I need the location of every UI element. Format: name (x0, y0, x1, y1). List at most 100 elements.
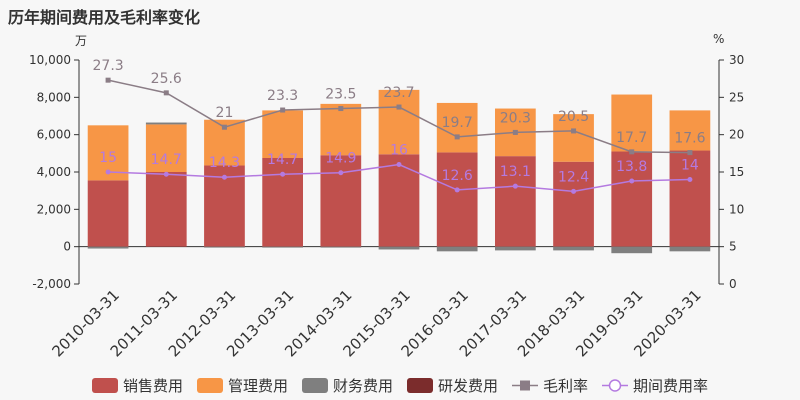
point-period_rate (629, 178, 635, 184)
data-label-gross_margin: 23.5 (325, 87, 356, 103)
data-label-gross_margin: 20.5 (558, 109, 589, 125)
data-label-gross_margin: 19.7 (442, 115, 473, 131)
left-axis-tick-label: 8,000 (37, 90, 71, 104)
point-gross_margin (280, 107, 286, 113)
legend-line-marker (512, 380, 539, 391)
left-axis-tick-label: 4,000 (37, 165, 71, 179)
left-axis-tick-label: 0 (63, 240, 71, 254)
right-axis-tick-label: 15 (729, 165, 744, 179)
right-axis-unit: % (713, 32, 725, 46)
bar-finance (87, 246, 129, 249)
chart-title: 历年期间费用及毛利率变化 (8, 8, 201, 27)
point-gross_margin (512, 129, 518, 135)
data-label-period_rate: 13.1 (500, 164, 531, 180)
bar-admin (553, 114, 594, 162)
bar-admin (378, 89, 420, 155)
bar-sales (611, 151, 653, 247)
legend-label: 毛利率 (543, 377, 589, 395)
right-axis-tick-label: 0 (729, 277, 737, 291)
legend-label: 研发费用 (438, 377, 499, 395)
point-period_rate (396, 162, 402, 168)
legend-item-rnd[interactable]: 研发费用 (407, 375, 498, 396)
legend-item-gross_margin[interactable]: 毛利率 (512, 375, 588, 396)
data-label-period_rate: 14.7 (151, 152, 182, 168)
point-period_rate (221, 174, 227, 180)
bar-admin (320, 103, 362, 156)
point-gross_margin (571, 128, 577, 134)
left-axis-tick-label: -2,000 (32, 277, 71, 291)
bar-sales (436, 152, 478, 247)
data-label-period_rate: 15 (99, 150, 117, 166)
bar-finance (436, 246, 478, 252)
data-label-period_rate: 14.9 (325, 151, 356, 167)
legend-label: 财务费用 (332, 377, 393, 395)
bar-sales (495, 156, 536, 247)
legend-swatch (301, 378, 328, 393)
bar-finance (669, 246, 711, 252)
point-period_rate (163, 171, 169, 177)
legend-label: 销售费用 (122, 377, 183, 395)
bar-sales (378, 154, 420, 247)
left-axis-tick-label: 2,000 (37, 202, 71, 216)
data-label-period_rate: 13.8 (616, 159, 647, 175)
point-gross_margin (221, 124, 227, 130)
legend-line-marker (602, 379, 629, 392)
bar-sales (669, 150, 711, 247)
point-period_rate (105, 169, 111, 175)
data-label-gross_margin: 27.3 (93, 58, 124, 74)
bar-admin (262, 110, 303, 158)
bar-admin (669, 110, 711, 151)
point-gross_margin (454, 134, 460, 140)
point-gross_margin (396, 104, 402, 110)
point-period_rate (338, 170, 344, 176)
bar-admin (611, 94, 653, 152)
bar-admin (145, 124, 187, 172)
bar-sales (320, 155, 362, 247)
point-period_rate (571, 188, 577, 194)
data-label-period_rate: 14 (681, 157, 699, 173)
legend-label: 管理费用 (227, 377, 288, 395)
bar-finance (495, 246, 536, 251)
bar-finance (262, 246, 303, 248)
right-axis-tick-label: 30 (729, 53, 744, 67)
bar-finance (611, 246, 653, 254)
point-period_rate (687, 176, 693, 182)
bar-finance (145, 122, 187, 125)
left-axis-tick-label: 10,000 (29, 53, 71, 67)
bar-sales (87, 180, 129, 247)
data-label-gross_margin: 23.7 (383, 85, 414, 101)
bar-finance (204, 246, 245, 248)
bar-sales (262, 158, 303, 247)
right-axis-tick-label: 5 (729, 240, 737, 254)
chart-plot: -2,000 0 2,000 4,000 6,000 8,000 10,000 0 5 10 15 2… (29, 53, 744, 360)
point-gross_margin (105, 77, 111, 83)
legend-swatch (407, 378, 433, 393)
data-label-period_rate: 14.7 (267, 152, 298, 168)
legend-item-finance[interactable]: 财务费用 (301, 375, 393, 396)
bar-sales (145, 172, 187, 247)
legend-item-admin[interactable]: 管理费用 (196, 375, 288, 396)
point-gross_margin (629, 149, 635, 155)
legend-swatch (196, 378, 223, 393)
right-axis-tick-label: 25 (729, 90, 744, 104)
right-axis-tick-label: 10 (729, 202, 744, 216)
data-label-period_rate: 16 (390, 143, 408, 159)
data-label-gross_margin: 17.7 (616, 130, 647, 146)
left-axis-tick-label: 6,000 (37, 128, 71, 142)
left-axis-unit: 万 (75, 34, 88, 48)
bar-admin (436, 102, 478, 153)
data-label-period_rate: 12.4 (558, 169, 589, 185)
data-label-gross_margin: 17.6 (674, 131, 705, 147)
data-label-gross_margin: 25.6 (151, 71, 182, 87)
data-label-gross_margin: 21 (216, 105, 234, 121)
point-period_rate (280, 171, 286, 177)
legend-item-sales[interactable]: 销售费用 (91, 375, 183, 396)
bar-sales (553, 161, 594, 247)
legend-label: 期间费用率 (633, 377, 709, 395)
legend-item-period_rate[interactable]: 期间费用率 (602, 375, 708, 396)
chart-legend: 销售费用 管理费用 财务费用 研发费用 毛利率 期间费用率 (0, 375, 800, 396)
data-label-gross_margin: 20.3 (500, 110, 531, 126)
bar-finance (553, 246, 594, 251)
data-label-period_rate: 12.6 (442, 168, 473, 184)
